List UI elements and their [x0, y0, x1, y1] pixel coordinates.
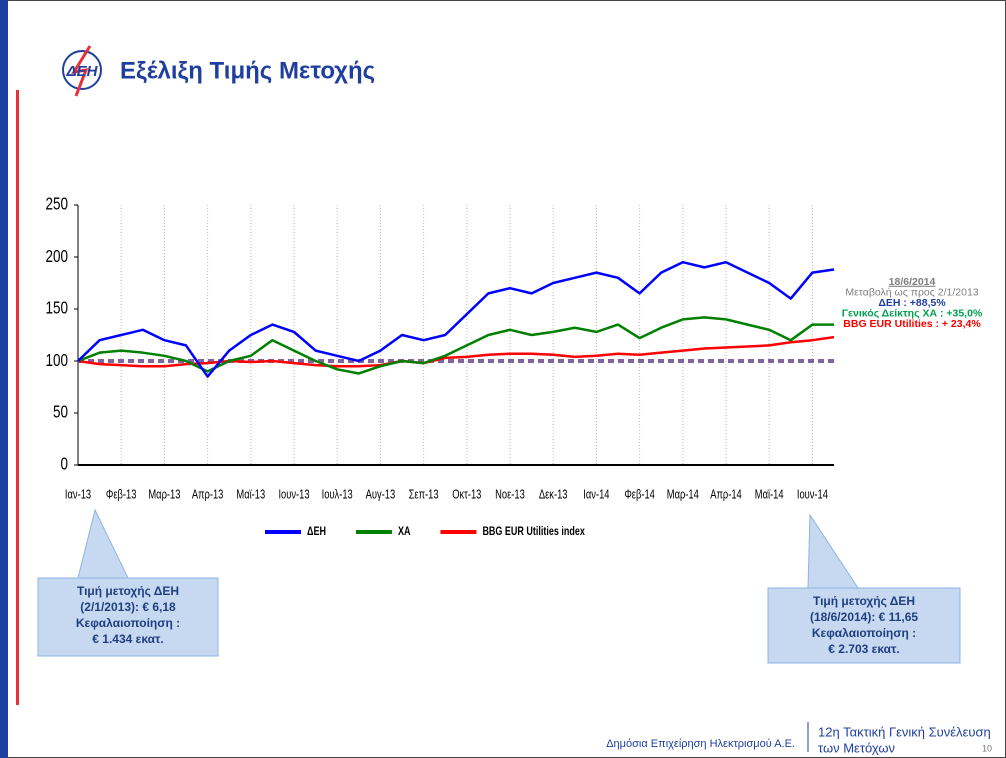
x-tick-label: Απρ-13	[192, 488, 224, 502]
footer-meeting: των Μετόχων	[818, 740, 895, 755]
x-tick-label: Οκτ-13	[452, 488, 481, 502]
page-number: 10	[982, 743, 992, 753]
callout-text: (18/6/2014): € 11,65	[810, 610, 918, 624]
annotation: BBG EUR Utilities : + 23,4%	[843, 318, 981, 330]
y-tick-label: 50	[53, 403, 68, 422]
legend-label: ΧΑ	[398, 525, 411, 539]
series-line	[77, 335, 835, 368]
x-tick-label: Μαϊ-13	[236, 488, 265, 502]
x-tick-label: Ιουλ-13	[322, 488, 353, 502]
x-tick-label: Νοε-13	[495, 488, 525, 502]
x-tick-label: Μαρ-13	[148, 488, 180, 502]
y-tick-label: 100	[46, 351, 69, 370]
callout-box	[767, 587, 961, 664]
logo-text: ΔΕΗ	[66, 63, 99, 80]
logo-ring	[62, 50, 102, 90]
annotation: ΔΕΗ : +88,5%	[878, 297, 946, 309]
legend-label: BBG EUR Utilities index	[482, 525, 584, 539]
x-tick-label: Σεπ-13	[409, 488, 439, 502]
callouts: Τιμή μετοχής ΔΕΗ (2/1/2013): € 6,18 Κεφαλα…	[37, 508, 961, 664]
series-line	[77, 260, 835, 378]
callout-text: Τιμή μετοχής ΔΕΗ	[813, 594, 915, 608]
slide-title: Εξέλιξη Τιμής Μετοχής	[120, 57, 375, 84]
logo: ΔΕΗ	[62, 45, 102, 97]
x-tick-label: Δεκ-13	[539, 488, 568, 502]
y-tick-label: 200	[46, 247, 69, 266]
footer-company: Δημόσια Επιχείρηση Ηλεκτρισμού Α.Ε.	[606, 738, 795, 750]
x-tick-label: Φεβ-14	[624, 488, 655, 502]
callout-text: Κεφαλαιοποίηση :	[812, 626, 916, 640]
x-tick-label: Μαρ-14	[667, 488, 699, 502]
footer-meeting: 12η Τακτική Γενική Συνέλευση	[818, 724, 991, 739]
x-tick-label: Φεβ-13	[106, 488, 137, 502]
annotation: Μεταβολή ως προς 2/1/2013	[845, 286, 978, 298]
callout-text: € 1.434 εκατ.	[92, 632, 163, 646]
y-tick-label: 150	[46, 299, 69, 318]
x-tick-label: Ιαν-13	[65, 488, 91, 502]
x-tick-label: Ιουν-14	[797, 488, 828, 502]
callout-text: Κεφαλαιοποίηση :	[76, 616, 180, 630]
x-tick-label: Αυγ-13	[366, 488, 396, 502]
chart: 0 50 100 150 200 250 Ιαν-13 Φεβ-13 Μαρ-13 Απρ-13 Μ…	[46, 195, 983, 539]
callout-text: (2/1/2013): € 6,18	[80, 600, 176, 614]
x-tick-label: Ιουν-13	[278, 488, 309, 502]
x-tick-label: Απρ-14	[710, 488, 742, 502]
annotation: 18/6/2014	[889, 276, 936, 288]
legend-label: ΔΕΗ	[307, 525, 326, 539]
callout-text: € 2.703 εκατ.	[828, 642, 899, 656]
callout-text: Τιμή μετοχής ΔΕΗ	[77, 584, 179, 598]
left-band	[0, 0, 8, 758]
annotation: Γενικός Δείκτης ΧΑ : +35,0%	[842, 307, 983, 319]
x-tick-label: Μαϊ-14	[755, 488, 784, 502]
callout-box	[37, 577, 219, 657]
red-rule	[16, 90, 19, 705]
y-tick-label: 250	[46, 195, 69, 214]
y-tick-label: 0	[60, 455, 68, 474]
x-tick-label: Ιαν-14	[583, 488, 609, 502]
logo-bolt	[70, 45, 92, 97]
